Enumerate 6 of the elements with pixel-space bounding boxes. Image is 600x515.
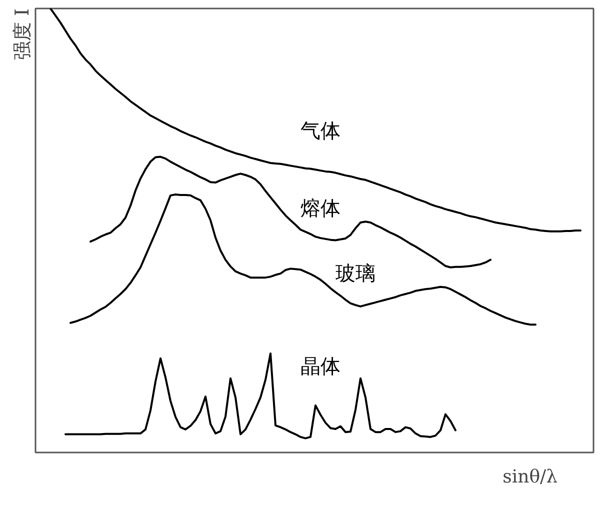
series-label: 晶体 (300, 354, 340, 378)
y-axis-title: 强度 I (12, 8, 34, 60)
series-label: 气体 (300, 118, 340, 143)
x-axis-title: sinθ/λ (502, 466, 558, 488)
series-label: 玻璃 (336, 261, 376, 286)
series-label: 熔体 (300, 196, 340, 220)
